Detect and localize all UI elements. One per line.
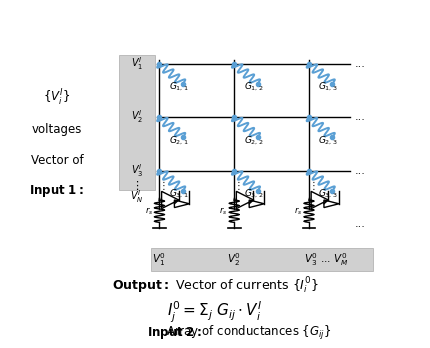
Text: $G_{1,2}$: $G_{1,2}$: [244, 81, 263, 93]
Text: ...: ...: [354, 58, 365, 69]
Text: $V_2^I$: $V_2^I$: [131, 109, 143, 125]
Text: $r_s$: $r_s$: [144, 205, 153, 217]
Text: $G_{2,1}$: $G_{2,1}$: [169, 134, 189, 147]
Text: ⋮: ⋮: [159, 181, 169, 191]
Text: $\mathbf{Input\ 1:}$: $\mathbf{Input\ 1:}$: [30, 183, 84, 199]
Text: ⋮: ⋮: [132, 181, 143, 191]
Text: $V_3^0$ ... $V_M^0$: $V_3^0$ ... $V_M^0$: [304, 251, 348, 268]
Text: ...: ...: [354, 112, 365, 122]
Text: $G_{3,3}$: $G_{3,3}$: [318, 188, 338, 200]
Text: $G_{2,3}$: $G_{2,3}$: [318, 134, 338, 147]
Text: ...: ...: [354, 166, 365, 175]
Text: $G_{1,3}$: $G_{1,3}$: [318, 81, 338, 93]
Text: $G_{3,2}$: $G_{3,2}$: [244, 188, 263, 200]
Text: Vector of: Vector of: [31, 154, 83, 167]
Text: ...: ...: [354, 219, 365, 229]
Text: $r_s$: $r_s$: [294, 205, 302, 217]
Text: $\{V_i^I\}$: $\{V_i^I\}$: [43, 88, 71, 108]
Text: $I_j^0 = \Sigma_j\ G_{ij} \cdot V_i^I$: $I_j^0 = \Sigma_j\ G_{ij} \cdot V_i^I$: [167, 300, 263, 325]
Text: $G_{1,1}$: $G_{1,1}$: [169, 81, 189, 93]
Text: $V_2^0$: $V_2^0$: [227, 251, 241, 268]
Text: $\mathbf{Input\ 2:}$: $\mathbf{Input\ 2:}$: [147, 325, 202, 341]
Text: voltages: voltages: [32, 122, 82, 136]
Text: $V_N^I$: $V_N^I$: [130, 188, 144, 205]
Text: $\mathbf{Output:}$ Vector of currents $\{I_i^0\}$: $\mathbf{Output:}$ Vector of currents $\…: [111, 276, 319, 296]
Text: $G_{3,1}$: $G_{3,1}$: [169, 188, 189, 200]
Text: Array of conductances {$G_{ij}$}: Array of conductances {$G_{ij}$}: [166, 324, 332, 342]
Text: $G_{2,2}$: $G_{2,2}$: [244, 134, 263, 147]
Text: ⋮: ⋮: [233, 181, 243, 191]
Bar: [119, 55, 155, 190]
Text: $V_1^0$: $V_1^0$: [153, 251, 166, 268]
Text: $r_s$: $r_s$: [219, 205, 228, 217]
Text: ⋮: ⋮: [308, 181, 318, 191]
Text: $V_3^I$: $V_3^I$: [131, 162, 143, 179]
Bar: [151, 248, 373, 271]
Text: $V_1^I$: $V_1^I$: [131, 55, 143, 72]
